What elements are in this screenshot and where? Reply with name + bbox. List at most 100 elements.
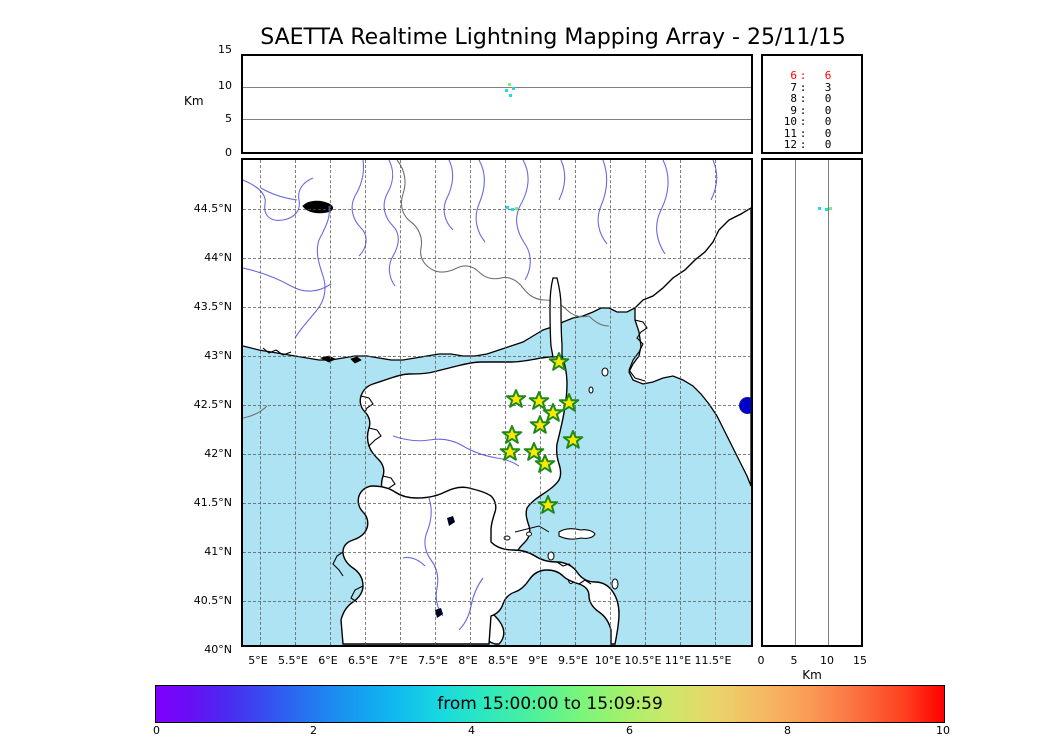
page-title: SAETTA Realtime Lightning Mapping Array … (260, 25, 846, 50)
count-sep: : (799, 138, 807, 151)
map-ytick: 40.5°N (193, 594, 232, 607)
count-key: 11 (783, 126, 797, 140)
side-panel-xtick: 10 (820, 654, 834, 667)
map-ytick: 44°N (204, 251, 232, 264)
top-panel-ytick: 10 (218, 79, 232, 92)
side-panel-xtick: 15 (853, 654, 867, 667)
location-marker-blue-dot (739, 397, 751, 414)
count-sep: : (799, 126, 807, 140)
colorbar-gradient (155, 685, 945, 723)
count-sep: : (799, 80, 807, 94)
map-xtick: 6.5°E (348, 654, 378, 667)
colorbar-tick: 10 (936, 724, 950, 737)
map-xtick: 7.5°E (418, 654, 448, 667)
table-row: 10 : 0 (771, 116, 847, 128)
count-value: 6 (824, 69, 832, 82)
source-point (505, 89, 508, 92)
map-xtick: 6°E (318, 654, 338, 667)
top-panel-ytick: 15 (218, 43, 232, 56)
source-point (818, 207, 821, 210)
map-ytick: 40°N (204, 643, 232, 656)
source-point (509, 94, 512, 97)
side-panel-xtick: 0 (757, 654, 765, 667)
map-xtick: 9.5°E (558, 654, 588, 667)
map-ytick: 42°N (204, 447, 232, 460)
count-sep: : (799, 69, 807, 82)
map-ytick: 43.5°N (193, 300, 232, 313)
map-ytick: 43°N (204, 349, 232, 362)
top-panel-axis-label: Km (184, 94, 204, 108)
colorbar-tick: 2 (310, 724, 317, 737)
map-xtick: 5.5°E (278, 654, 308, 667)
station-star (499, 442, 521, 461)
map-xtick: 10°E (594, 654, 622, 667)
count-value: 0 (824, 103, 832, 117)
station-star (529, 415, 551, 434)
colorbar-tick: 8 (784, 724, 791, 737)
station-star (548, 352, 570, 371)
count-sep: : (799, 103, 807, 117)
count-key: 12 (783, 138, 797, 151)
count-key: 8 (790, 92, 797, 105)
map-geography (243, 160, 751, 645)
map-ytick: 41°N (204, 545, 232, 558)
source-point (508, 83, 511, 86)
map-panel[interactable] (241, 158, 753, 647)
table-row: 11 : 0 (771, 126, 847, 140)
count-sep: : (799, 92, 807, 105)
count-value: 0 (824, 126, 832, 140)
station-star (528, 391, 550, 410)
station-star (562, 430, 584, 449)
table-row: 6 : 6 (771, 70, 847, 82)
table-row: 7 : 3 (771, 80, 847, 94)
count-key: 10 (783, 115, 797, 128)
count-key: 9 (790, 103, 797, 117)
source-point (829, 207, 832, 210)
station-star (505, 389, 527, 408)
map-ytick: 42.5°N (193, 398, 232, 411)
map-xtick: 5°E (248, 654, 268, 667)
source-point (506, 206, 509, 209)
count-value: 0 (824, 115, 832, 128)
station-markers-layer (499, 352, 584, 514)
colorbar-tick: 4 (468, 724, 475, 737)
count-value: 0 (824, 92, 832, 105)
station-star (558, 393, 580, 412)
altitude-longitude-panel (241, 54, 753, 154)
map-xtick: 11°E (664, 654, 692, 667)
top-panel-ytick: 0 (225, 146, 232, 159)
station-star (542, 403, 564, 422)
count-key: 6 (790, 69, 797, 82)
station-star (523, 442, 545, 461)
map-xtick: 7°E (388, 654, 408, 667)
map-ytick: 41.5°N (193, 496, 232, 509)
source-point (511, 208, 514, 211)
map-xtick: 8.5°E (488, 654, 518, 667)
count-value: 3 (824, 80, 832, 94)
count-value: 0 (824, 138, 832, 151)
source-point (512, 87, 515, 90)
map-xtick: 9°E (528, 654, 548, 667)
latitude-altitude-panel (761, 158, 863, 647)
station-star (537, 495, 559, 514)
solution-count-panel: 6 : 6 7 : 3 8 : 0 9 : 0 10 : 0 11 : 0 (761, 54, 863, 154)
side-panel-axis-label: Km (802, 668, 822, 682)
source-point (825, 208, 828, 211)
station-star (501, 425, 523, 444)
colorbar[interactable]: from 15:00:00 to 15:09:59 0 2 4 6 8 10 (153, 685, 950, 736)
colorbar-time-range-label: from 15:00:00 to 15:09:59 (437, 694, 663, 714)
side-panel-xtick: 5 (790, 654, 798, 667)
count-key: 7 (790, 80, 797, 94)
count-table: 6 : 6 7 : 3 8 : 0 9 : 0 10 : 0 11 : 0 (771, 70, 847, 151)
map-xtick: 8°E (458, 654, 478, 667)
map-ytick: 44.5°N (193, 202, 232, 215)
top-panel-ytick: 5 (225, 112, 232, 125)
colorbar-tick: 6 (626, 724, 633, 737)
table-row: 9 : 0 (771, 103, 847, 117)
colorbar-tick: 0 (153, 724, 160, 737)
map-xtick: 10.5°E (624, 654, 662, 667)
map-xtick: 11.5°E (694, 654, 732, 667)
table-row: 8 : 0 (771, 93, 847, 105)
source-point (515, 207, 518, 210)
table-row: 12 : 0 (771, 139, 847, 151)
